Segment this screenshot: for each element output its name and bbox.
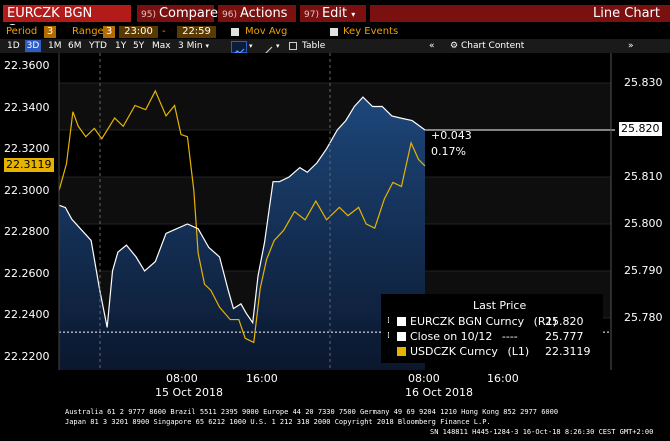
left-y-tick-label: 22.2200 (4, 350, 50, 363)
footer-session-info: SN 148811 H445-1284-3 16-Oct-18 8:26:30 … (430, 428, 654, 436)
edit-button-number: 97) (304, 10, 319, 20)
chart-type-label: Line Chart (593, 6, 660, 21)
left-y-tick-label: 22.3000 (4, 183, 50, 197)
chart-content-icon: ⚙ (450, 41, 459, 51)
legend-item-close[interactable]: ⁞ Close on 10/12 ---- (387, 330, 518, 343)
range-end-field[interactable]: 22:59 (177, 26, 216, 38)
security-ticker[interactable]: EURCZK BGN Curncy (3, 5, 131, 38)
legend-eurczk-handle-icon: ⁞ (387, 316, 390, 326)
x-tick-label-4: 16:00 (487, 372, 519, 385)
title-bar: EURCZK BGN Curncy 95)Compare 96)Actions … (0, 0, 670, 38)
edit-button-label: Edit (321, 6, 348, 21)
settings-bar: Period 3 Range 3 23:00 - 22:59 Mov Avg K… (0, 25, 670, 39)
period-label: Period (6, 26, 38, 37)
left-last-value-tag: 22.3119 (4, 158, 54, 172)
usdczk-line (58, 89, 426, 344)
legend-close-swatch (397, 332, 406, 341)
eurczk-line (58, 96, 426, 328)
line-chart-icon[interactable] (231, 41, 247, 56)
right-y-tick-label: 25.830 (624, 76, 663, 89)
compare-button-number: 95) (141, 10, 156, 20)
period-1m[interactable]: 1M (48, 41, 62, 51)
legend-usdczk-value: 22.3119 (545, 345, 591, 358)
right-y-tick-label: 25.780 (624, 311, 663, 324)
x-tick-label-2: 16:00 (246, 372, 278, 385)
legend-usdczk-axis: (L1) (507, 345, 530, 358)
interval-dropdown-icon: ▾ (205, 42, 209, 50)
legend-usdczk-label: USDCZK Curncy (410, 345, 498, 358)
period-3d[interactable]: 3D (25, 40, 41, 52)
period-1d[interactable]: 1D (7, 41, 20, 51)
period-value[interactable]: 3 (44, 26, 56, 38)
left-y-tick-label: 22.2800 (4, 225, 50, 239)
legend-eurczk-value: 25.820 (545, 315, 584, 328)
change-absolute: +0.043 (431, 129, 472, 142)
period-5y[interactable]: 5Y (133, 41, 145, 51)
mov-avg-checkbox[interactable] (231, 28, 239, 36)
left-y-tick-label: 22.2400 (4, 308, 50, 322)
right-y-tick-label: 25.790 (624, 264, 663, 277)
x-date-label-1: 15 Oct 2018 (155, 386, 224, 399)
legend: Last Price ⁞ EURCZK BGN Curncy (R1) 25.8… (381, 294, 603, 363)
x-tick-label-3: 08:00 (408, 372, 440, 385)
legend-eurczk-axis: (R1) (533, 315, 557, 328)
actions-button-number: 96) (222, 10, 237, 20)
range-label: Range (72, 26, 104, 37)
actions-button[interactable]: 96)Actions ▾ (218, 5, 296, 38)
range-start-field[interactable]: 23:00 (119, 26, 158, 38)
interval-value: 3 Min (178, 41, 203, 51)
period-toolbar: 1D 3D 1M 6M YTD 1Y 5Y Max 3 Min ▾ ▾ ▾ Ta… (0, 39, 670, 56)
mov-avg-label: Mov Avg (245, 26, 288, 37)
session-divider-lines (58, 53, 331, 370)
left-y-tick-label: 22.3400 (4, 100, 50, 114)
chart-content-label: Chart Content (460, 41, 525, 51)
left-y-tick-label: 22.3600 (4, 59, 50, 72)
grid-band (59, 83, 611, 130)
title-bar-fill (370, 5, 670, 22)
key-events-checkbox[interactable] (330, 28, 338, 36)
period-max[interactable]: Max (152, 41, 171, 51)
legend-eurczk-label: EURCZK BGN Curncy (410, 315, 525, 328)
actions-button-label: Actions (239, 6, 288, 21)
edit-dropdown-icon: ▾ (351, 10, 356, 19)
compare-button-label: Compare (158, 6, 218, 21)
period-ytd[interactable]: YTD (89, 41, 107, 51)
footer-phone-line-1: Australia 61 2 9777 8600 Brazil 5511 239… (65, 408, 559, 416)
compare-button[interactable]: 95) Compare (137, 5, 218, 22)
legend-close-axis: ---- (501, 330, 518, 343)
right-y-tick-label: 25.800 (624, 217, 663, 230)
period-6m[interactable]: 6M (68, 41, 82, 51)
legend-usdczk-swatch (397, 347, 406, 356)
legend-close-label: Close on 10/12 (410, 330, 493, 343)
draw-tool-dropdown-icon[interactable]: ▾ (276, 42, 280, 50)
x-date-label-2: 16 Oct 2018 (405, 386, 474, 399)
key-events-label: Key Events (343, 26, 399, 37)
right-y-tick-label: 25.810 (624, 170, 663, 183)
legend-item-eurczk[interactable]: ⁞ EURCZK BGN Curncy (R1) (387, 315, 557, 328)
table-icon (289, 42, 297, 50)
range-separator: - (162, 26, 166, 37)
legend-close-value: 25.777 (545, 330, 584, 343)
right-last-value-tag: 25.820 (619, 122, 662, 136)
collapse-icon[interactable]: « (429, 41, 435, 51)
left-y-tick-label: 22.2600 (4, 266, 50, 280)
range-value[interactable]: 3 (103, 26, 115, 38)
edit-button[interactable]: 97) Edit ▾ (300, 5, 366, 22)
left-y-tick-label: 22.3200 (4, 142, 50, 156)
legend-title: Last Price (473, 299, 527, 312)
eurczk-area-fill (59, 97, 425, 370)
legend-close-handle-icon: ⁞ (387, 331, 390, 341)
change-percent: 0.17% (431, 145, 466, 158)
interval-select[interactable]: 3 Min ▾ (178, 40, 209, 52)
legend-eurczk-swatch (397, 317, 406, 326)
period-1y[interactable]: 1Y (115, 41, 127, 51)
chart-style-dropdown-icon[interactable]: ▾ (249, 42, 253, 50)
footer-phone-line-2: Japan 81 3 3201 8900 Singapore 65 6212 1… (65, 418, 491, 426)
chart-content-button[interactable]: ⚙ Chart Content (450, 40, 524, 52)
x-tick-label-1: 08:00 (166, 372, 198, 385)
legend-item-usdczk[interactable]: USDCZK Curncy (L1) (397, 345, 529, 358)
price-chart[interactable] (0, 53, 670, 407)
expand-icon[interactable]: » (628, 41, 634, 51)
table-button[interactable]: Table (302, 41, 326, 51)
